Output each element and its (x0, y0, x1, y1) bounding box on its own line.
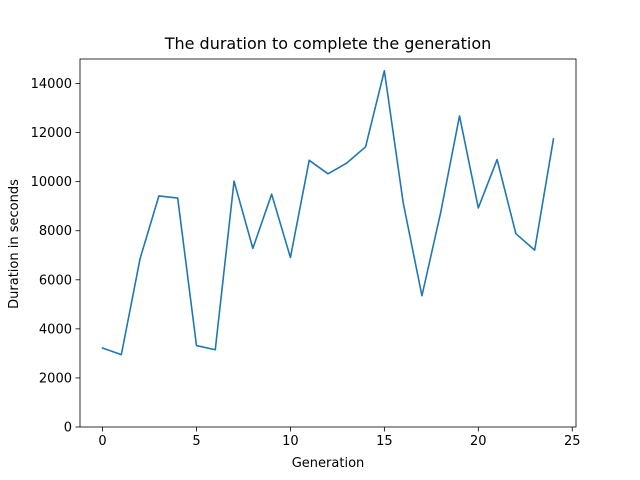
x-tick-label: 20 (470, 434, 487, 449)
x-tick-label: 15 (376, 434, 393, 449)
y-tick-label: 8000 (39, 224, 72, 239)
plot-area: 0 5 10 15 20 25 0 2000 4000 6000 8000 10000 12000 140… (31, 58, 581, 449)
series-line-0 (101, 69, 555, 356)
y-tick-label: 0 (64, 421, 72, 436)
x-tick-label: 10 (282, 434, 299, 449)
axes-frame (79, 58, 577, 428)
x-tick-label: 5 (192, 434, 200, 449)
y-tick-label: 12000 (31, 126, 72, 141)
y-axis-title: Duration in seconds (7, 179, 22, 309)
y-tick-label: 10000 (31, 175, 72, 190)
y-tick-label: 14000 (31, 77, 72, 92)
x-tick-label: 25 (564, 434, 581, 449)
x-axis-title: Generation (292, 456, 365, 471)
y-tick-label: 4000 (39, 322, 72, 337)
y-tick-label: 6000 (39, 273, 72, 288)
y-tick-label: 2000 (39, 371, 72, 386)
x-tick-label: 0 (98, 434, 106, 449)
chart-title: The duration to complete the generation (164, 34, 492, 53)
